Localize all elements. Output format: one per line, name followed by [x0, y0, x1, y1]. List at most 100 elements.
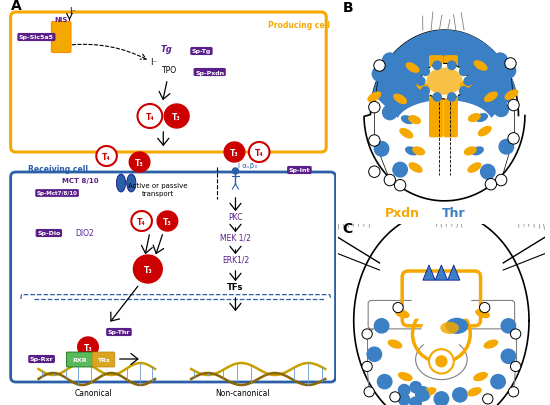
Text: T₃: T₃: [163, 217, 172, 226]
Circle shape: [390, 392, 400, 402]
Circle shape: [448, 94, 456, 102]
Circle shape: [232, 168, 239, 175]
Ellipse shape: [484, 92, 498, 103]
Circle shape: [224, 143, 245, 162]
Polygon shape: [354, 212, 529, 405]
Polygon shape: [364, 31, 525, 201]
FancyBboxPatch shape: [10, 13, 326, 153]
Text: Sp-Pxdn: Sp-Pxdn: [195, 70, 224, 75]
Circle shape: [434, 392, 449, 405]
Text: I αᵥβ₃: I αᵥβ₃: [238, 162, 256, 168]
Text: T₃: T₃: [135, 159, 144, 168]
Ellipse shape: [409, 163, 422, 173]
Circle shape: [131, 211, 152, 231]
Ellipse shape: [409, 83, 422, 92]
Circle shape: [481, 165, 495, 179]
Circle shape: [368, 135, 380, 147]
Ellipse shape: [416, 339, 467, 380]
Ellipse shape: [117, 175, 125, 192]
Text: Pxdn: Pxdn: [384, 206, 420, 219]
Circle shape: [410, 382, 421, 393]
Circle shape: [421, 87, 430, 96]
Ellipse shape: [395, 309, 410, 318]
Circle shape: [377, 375, 392, 389]
Circle shape: [133, 256, 162, 284]
Circle shape: [393, 163, 408, 177]
Ellipse shape: [126, 175, 136, 192]
Circle shape: [417, 78, 425, 86]
Circle shape: [453, 388, 467, 402]
Text: TRs: TRs: [97, 358, 110, 362]
Text: Sp-Dio: Sp-Dio: [37, 231, 60, 236]
Ellipse shape: [421, 64, 468, 100]
Ellipse shape: [467, 81, 480, 90]
Text: PKC: PKC: [228, 213, 243, 222]
Circle shape: [399, 384, 410, 396]
Text: A: A: [10, 0, 21, 13]
Text: T₄: T₄: [102, 153, 111, 162]
Text: T₄: T₄: [146, 113, 154, 121]
Ellipse shape: [483, 340, 498, 349]
Circle shape: [249, 143, 270, 162]
Polygon shape: [423, 265, 435, 280]
Text: MCT 8/10: MCT 8/10: [62, 177, 99, 183]
Text: I⁻: I⁻: [69, 7, 76, 16]
Text: MEK 1/2: MEK 1/2: [220, 233, 251, 243]
Text: Sp-Rxr: Sp-Rxr: [30, 357, 53, 362]
Circle shape: [417, 389, 428, 401]
Circle shape: [435, 356, 448, 368]
Text: Sp-Thr: Sp-Thr: [108, 330, 130, 335]
Text: NIS: NIS: [54, 17, 68, 23]
Circle shape: [367, 347, 382, 361]
Ellipse shape: [468, 163, 481, 173]
Circle shape: [394, 180, 406, 192]
Circle shape: [393, 303, 403, 313]
Circle shape: [508, 100, 519, 111]
Ellipse shape: [460, 81, 472, 90]
Circle shape: [510, 329, 521, 339]
Text: T₃: T₃: [172, 113, 181, 121]
Circle shape: [501, 349, 516, 364]
Ellipse shape: [398, 372, 412, 381]
Circle shape: [491, 375, 505, 389]
Circle shape: [464, 78, 472, 86]
Text: Non-canonical: Non-canonical: [216, 388, 270, 397]
Ellipse shape: [367, 92, 381, 103]
Text: T₃: T₃: [84, 343, 92, 352]
Circle shape: [368, 166, 380, 178]
FancyBboxPatch shape: [10, 173, 336, 382]
Circle shape: [460, 87, 468, 96]
Circle shape: [421, 68, 430, 76]
Circle shape: [410, 397, 421, 405]
Ellipse shape: [393, 94, 407, 105]
Text: T₄: T₄: [255, 149, 263, 158]
Text: T₃: T₃: [230, 149, 239, 158]
Circle shape: [510, 361, 521, 372]
Ellipse shape: [473, 372, 488, 381]
Circle shape: [496, 175, 507, 186]
Ellipse shape: [405, 147, 418, 156]
Circle shape: [433, 94, 441, 102]
Text: Tg: Tg: [160, 45, 172, 54]
Text: T₄: T₄: [138, 217, 146, 226]
Circle shape: [480, 303, 490, 313]
Circle shape: [164, 105, 189, 129]
Text: Sp-Slc5a5: Sp-Slc5a5: [19, 35, 54, 41]
Ellipse shape: [388, 340, 403, 349]
Text: ERK1/2: ERK1/2: [222, 256, 249, 264]
Ellipse shape: [475, 114, 488, 123]
Circle shape: [505, 59, 516, 70]
Ellipse shape: [446, 318, 468, 334]
Circle shape: [368, 102, 380, 114]
Text: TPO: TPO: [162, 66, 177, 75]
Circle shape: [494, 103, 508, 117]
Text: C: C: [342, 222, 353, 236]
Circle shape: [362, 361, 372, 372]
Ellipse shape: [412, 147, 425, 156]
Text: Sp-Tg: Sp-Tg: [192, 49, 211, 54]
FancyBboxPatch shape: [51, 22, 71, 53]
Ellipse shape: [408, 116, 421, 125]
Ellipse shape: [441, 322, 459, 334]
Circle shape: [501, 64, 516, 79]
Polygon shape: [435, 265, 448, 280]
